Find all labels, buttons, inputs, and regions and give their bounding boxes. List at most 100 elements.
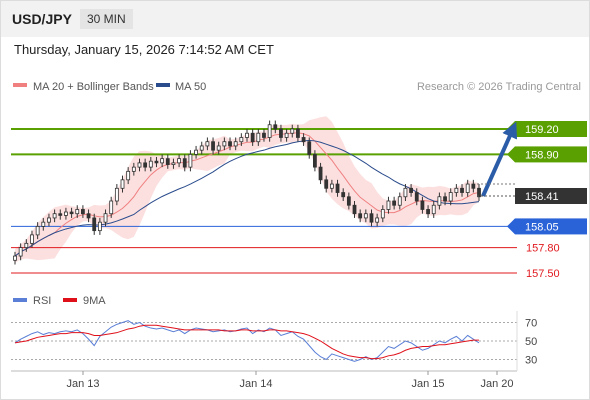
level-label-158-90: 158.90 <box>525 149 559 161</box>
rsi-ma-legend-swatch <box>63 298 77 302</box>
candle <box>216 141 221 155</box>
x-tick-label: Jan 14 <box>239 378 272 390</box>
candle <box>165 154 170 169</box>
level-box-158-05 <box>515 218 587 235</box>
candle <box>131 162 136 176</box>
candle <box>307 137 312 159</box>
current-price-label: 158.41 <box>525 191 559 203</box>
candle <box>211 137 215 155</box>
candle <box>58 209 63 220</box>
candle <box>75 205 80 218</box>
candle <box>358 209 363 223</box>
candle <box>403 184 408 201</box>
price-levels: 159.20 158.90 158.05 157.80 157.50 <box>11 121 587 280</box>
candle <box>126 167 131 185</box>
candle <box>290 124 295 138</box>
candle <box>301 133 306 146</box>
candle <box>52 209 57 223</box>
datetime-label: Thursday, January 15, 2026 7:14:52 AM CE… <box>14 42 274 57</box>
rsi-tick-30: 30 <box>525 355 537 367</box>
candle <box>346 192 351 210</box>
candle <box>222 137 227 151</box>
rsi-series-rsi <box>14 320 480 362</box>
candle <box>420 196 425 214</box>
candle <box>341 188 346 201</box>
candle <box>245 129 249 142</box>
rsi-legend-label: RSI <box>33 295 51 307</box>
candle <box>86 209 91 223</box>
candle <box>137 158 142 172</box>
candle <box>205 137 210 151</box>
candle <box>454 184 459 197</box>
rsi-series-9ma <box>14 324 479 360</box>
rsi-ma-legend-label: 9MA <box>83 295 106 307</box>
candle <box>24 239 29 252</box>
candle <box>97 217 102 235</box>
candle <box>103 209 108 227</box>
candle <box>324 175 329 193</box>
candle <box>250 129 255 146</box>
candle <box>177 154 181 168</box>
candle <box>256 129 261 146</box>
candle <box>380 205 385 223</box>
candle <box>18 243 23 261</box>
candle <box>148 156 153 172</box>
candle <box>64 207 68 220</box>
candle <box>114 184 119 206</box>
candle <box>262 129 266 142</box>
candle <box>284 129 289 142</box>
level-label-157-80: 157.80 <box>526 243 560 255</box>
timeframe-badge[interactable]: 30 MIN <box>80 9 133 29</box>
symbol-label: USD/JPY <box>12 11 72 27</box>
projection-arrow <box>481 121 518 197</box>
candle <box>397 192 402 210</box>
candle <box>171 158 176 169</box>
candle <box>228 137 232 151</box>
candle <box>329 179 334 193</box>
candle <box>375 213 380 227</box>
candle <box>81 205 85 218</box>
rsi-legend-swatch <box>13 298 27 302</box>
candle <box>313 150 317 172</box>
candle <box>296 124 300 142</box>
ma20-legend-swatch <box>13 83 27 87</box>
x-tick-label: Jan 20 <box>480 378 513 390</box>
rsi-panel: 70 50 30 <box>11 318 537 367</box>
ma20-legend-label: MA 20 + Bollinger Bands <box>33 81 154 93</box>
x-tick-label: Jan 13 <box>66 378 99 390</box>
rsi-tick-50: 50 <box>525 336 537 348</box>
candle <box>471 179 476 193</box>
candles <box>13 120 481 265</box>
candle <box>352 201 357 218</box>
rsi-tick-70: 70 <box>525 318 537 330</box>
candle <box>477 184 481 201</box>
candle <box>414 188 419 206</box>
candle <box>182 154 187 172</box>
level-box-159-20 <box>515 121 587 137</box>
candle <box>318 162 323 185</box>
candle <box>35 222 40 240</box>
level-box-158-90 <box>515 146 587 163</box>
ma20-line <box>14 132 480 257</box>
candle <box>409 184 413 197</box>
ma50-legend-label: MA 50 <box>175 81 206 93</box>
candle <box>13 251 17 265</box>
candle <box>363 209 368 223</box>
candle <box>143 158 148 172</box>
candle <box>188 150 193 172</box>
candle <box>194 145 198 159</box>
candle <box>431 201 436 218</box>
ma50-legend-swatch <box>156 83 170 87</box>
candle <box>41 217 46 231</box>
candle <box>460 184 464 197</box>
level-label-158-05: 158.05 <box>525 221 559 233</box>
header-bar: USD/JPY 30 MIN <box>1 1 589 37</box>
candle <box>120 175 125 193</box>
candle <box>239 133 244 146</box>
candle <box>437 192 442 210</box>
x-tick-label: Jan 15 <box>411 378 444 390</box>
candle <box>30 230 34 248</box>
candle <box>279 124 283 142</box>
